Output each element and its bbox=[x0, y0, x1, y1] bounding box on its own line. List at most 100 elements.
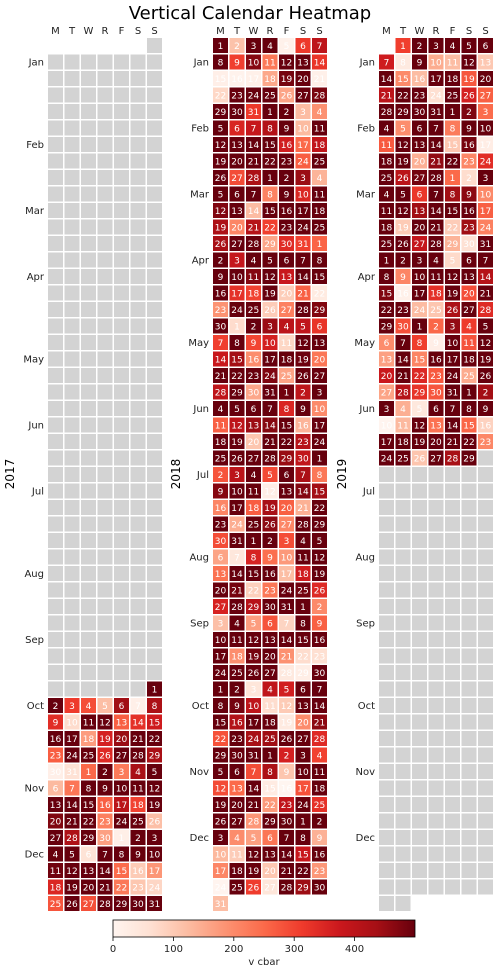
day-number: 8 bbox=[450, 191, 456, 201]
day-number: 27 bbox=[414, 240, 425, 250]
empty-day-cell bbox=[379, 830, 394, 845]
day-number: 15 bbox=[463, 422, 474, 432]
day-number: 17 bbox=[116, 801, 127, 811]
empty-day-cell bbox=[48, 352, 63, 367]
empty-day-cell bbox=[65, 137, 80, 152]
empty-day-cell bbox=[396, 863, 411, 878]
day-number: 2 bbox=[251, 323, 257, 333]
day-number: 25 bbox=[248, 521, 259, 531]
day-number: 26 bbox=[281, 92, 293, 102]
empty-day-cell bbox=[396, 665, 411, 680]
empty-day-cell bbox=[98, 467, 113, 482]
empty-day-cell bbox=[81, 236, 96, 251]
weekday-label: R bbox=[433, 26, 440, 37]
day-number: 3 bbox=[483, 108, 489, 118]
empty-day-cell bbox=[98, 649, 113, 664]
day-number: 19 bbox=[397, 224, 409, 234]
empty-day-cell bbox=[81, 187, 96, 202]
empty-day-cell bbox=[48, 236, 63, 251]
day-number: 18 bbox=[248, 290, 260, 300]
empty-day-cell bbox=[412, 484, 427, 499]
day-number: 22 bbox=[314, 504, 325, 514]
empty-day-cell bbox=[98, 253, 113, 268]
day-number: 2 bbox=[284, 108, 290, 118]
empty-day-cell bbox=[147, 335, 162, 350]
day-number: 16 bbox=[231, 719, 243, 729]
day-number: 4 bbox=[267, 42, 273, 52]
empty-day-cell bbox=[114, 352, 129, 367]
day-number: 21 bbox=[314, 719, 325, 729]
empty-day-cell bbox=[379, 599, 394, 614]
empty-day-cell bbox=[379, 566, 394, 581]
empty-day-cell bbox=[131, 121, 146, 136]
day-number: 7 bbox=[251, 125, 257, 135]
day-number: 27 bbox=[264, 884, 275, 894]
day-number: 2 bbox=[218, 257, 224, 267]
month-label: May bbox=[354, 338, 375, 349]
empty-day-cell bbox=[65, 71, 80, 86]
day-number: 27 bbox=[231, 174, 242, 184]
empty-day-cell bbox=[48, 269, 63, 284]
day-number: 21 bbox=[215, 372, 226, 382]
day-number: 21 bbox=[248, 158, 259, 168]
day-number: 13 bbox=[83, 867, 94, 877]
day-number: 12 bbox=[66, 867, 77, 877]
empty-day-cell bbox=[147, 451, 162, 466]
empty-day-cell bbox=[98, 104, 113, 119]
empty-day-cell bbox=[98, 434, 113, 449]
empty-day-cell bbox=[131, 154, 146, 169]
day-number: 14 bbox=[297, 488, 309, 498]
empty-day-cell bbox=[429, 500, 444, 515]
empty-day-cell bbox=[462, 599, 477, 614]
day-number: 26 bbox=[215, 174, 227, 184]
empty-day-cell bbox=[131, 187, 146, 202]
day-number: 25 bbox=[231, 884, 242, 894]
empty-day-cell bbox=[147, 319, 162, 334]
day-number: 4 bbox=[234, 834, 240, 844]
empty-day-cell bbox=[65, 632, 80, 647]
day-number: 21 bbox=[297, 290, 308, 300]
weekday-label: T bbox=[68, 26, 76, 37]
day-number: 30 bbox=[99, 834, 111, 844]
empty-day-cell bbox=[396, 484, 411, 499]
empty-day-cell bbox=[147, 434, 162, 449]
day-number: 2 bbox=[218, 471, 224, 481]
weekday-label: F bbox=[119, 26, 125, 37]
empty-day-cell bbox=[65, 319, 80, 334]
empty-day-cell bbox=[379, 781, 394, 796]
empty-day-cell bbox=[379, 797, 394, 812]
day-number: 1 bbox=[267, 108, 273, 118]
day-number: 5 bbox=[218, 125, 224, 135]
day-number: 13 bbox=[50, 801, 61, 811]
day-number: 24 bbox=[414, 306, 426, 316]
year-panel-2019: 20191 2 3 4 5 67 8 9 10 11 12 1314 15 16 17 18 19 2021 22 2… bbox=[335, 38, 493, 911]
day-number: 24 bbox=[480, 224, 492, 234]
day-number: 3 bbox=[450, 323, 456, 333]
empty-day-cell bbox=[98, 269, 113, 284]
empty-day-cell bbox=[379, 500, 394, 515]
empty-day-cell bbox=[478, 467, 493, 482]
empty-day-cell bbox=[478, 649, 493, 664]
day-number: 29 bbox=[116, 900, 128, 910]
empty-day-cell bbox=[462, 698, 477, 713]
empty-day-cell bbox=[462, 814, 477, 829]
day-number: 11 bbox=[248, 488, 259, 498]
day-number: 8 bbox=[86, 785, 92, 795]
day-number: 4 bbox=[400, 405, 406, 415]
day-number: 16 bbox=[215, 504, 227, 514]
day-number: 25 bbox=[430, 306, 441, 316]
empty-day-cell bbox=[81, 665, 96, 680]
empty-day-cell bbox=[131, 566, 146, 581]
empty-day-cell bbox=[429, 649, 444, 664]
empty-day-cell bbox=[147, 137, 162, 152]
day-number: 11 bbox=[447, 59, 458, 69]
empty-day-cell bbox=[48, 616, 63, 631]
empty-day-cell bbox=[478, 484, 493, 499]
day-number: 23 bbox=[99, 818, 110, 828]
colorbar bbox=[113, 920, 415, 937]
day-number: 18 bbox=[264, 719, 276, 729]
day-number: 23 bbox=[297, 438, 308, 448]
month-label: Jan bbox=[28, 58, 44, 69]
empty-day-cell bbox=[462, 880, 477, 895]
